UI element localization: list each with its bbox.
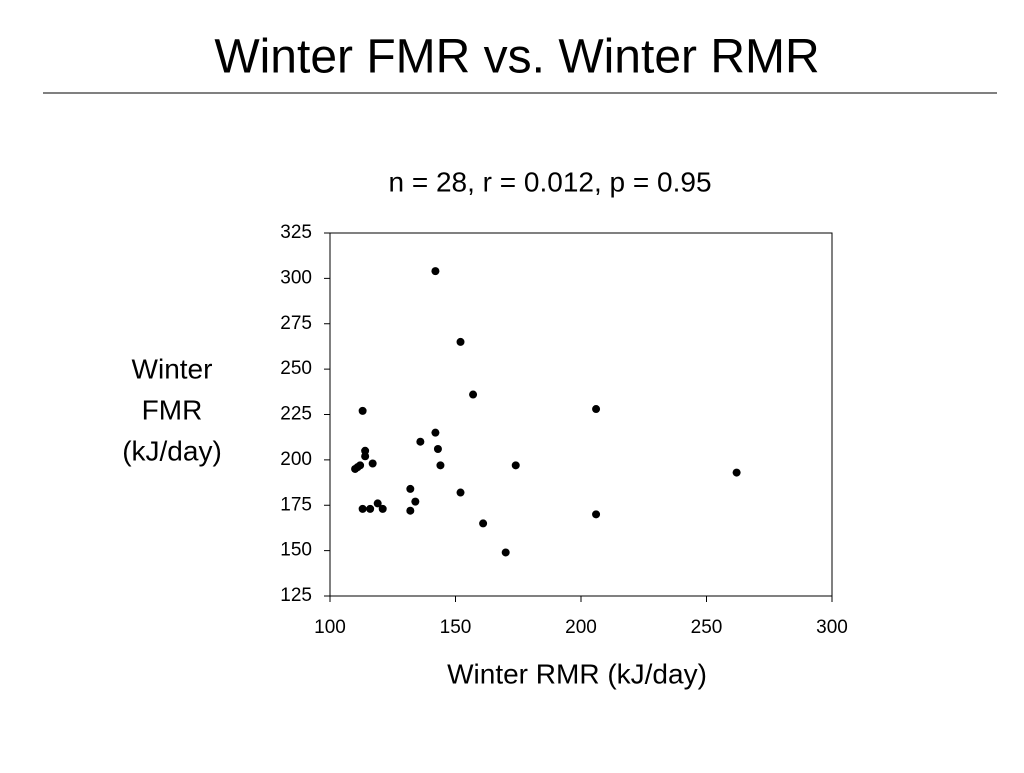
point [356,461,365,470]
point [479,519,488,528]
point [732,468,741,477]
point [411,497,420,506]
point [416,437,425,446]
y-tick-label: 225 [280,404,312,425]
y-tick-label: 250 [280,358,312,379]
y-tick-label: 125 [280,585,312,606]
x-tick-label: 150 [440,617,472,638]
point [511,461,520,470]
point [406,484,415,493]
point [456,337,465,346]
x-axis-label: Winter RMR (kJ/day) [447,658,707,689]
y-axis-label: FMR [142,394,203,425]
x-tick-label: 100 [314,617,346,638]
point [431,428,440,437]
point [456,488,465,497]
y-tick-label: 275 [280,313,312,334]
chart-title: n = 28, r = 0.012, p = 0.95 [388,166,711,197]
point [378,504,387,513]
x-tick-label: 200 [565,617,597,638]
point [436,461,445,470]
y-axis-label: (kJ/day) [122,435,222,466]
point [433,444,442,453]
point [501,548,510,557]
point [592,405,601,414]
y-tick-label: 150 [280,540,312,561]
point [431,267,440,276]
x-tick-label: 300 [816,617,848,638]
y-axis-label: Winter [132,353,213,384]
point [373,499,382,508]
plot-frame [329,232,833,597]
point [361,452,370,461]
point [358,406,367,415]
point [368,459,377,468]
slide-title: Winter FMR vs. Winter RMR [214,31,819,84]
point [469,390,478,399]
y-tick-label: 175 [280,494,312,515]
y-tick-label: 325 [280,222,312,243]
point [592,510,601,519]
point [366,504,375,513]
y-tick-label: 300 [280,267,312,288]
x-tick-label: 250 [691,617,723,638]
point [406,506,415,515]
point [358,504,367,513]
y-tick-label: 200 [280,449,312,470]
